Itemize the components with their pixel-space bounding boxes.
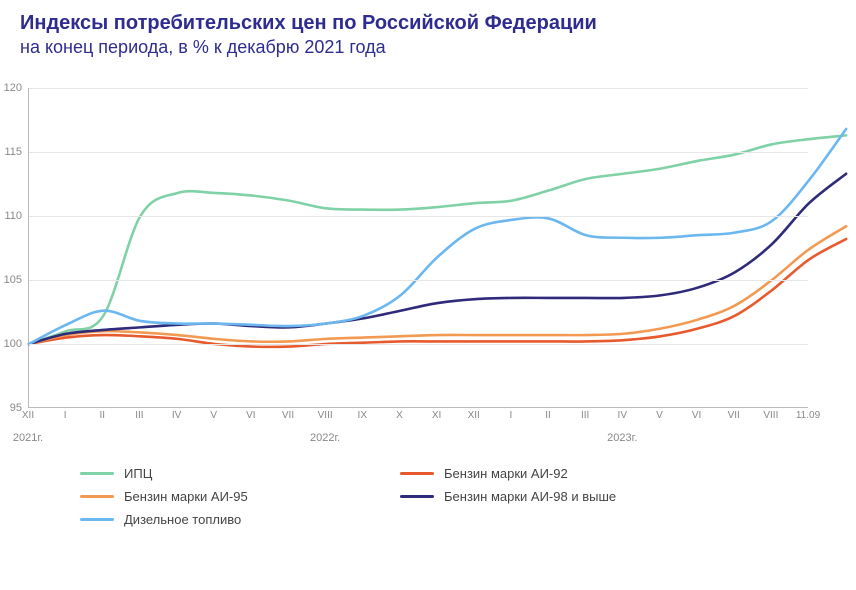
legend-swatch — [80, 495, 114, 498]
legend-item: ИПЦ — [80, 466, 340, 481]
legend-label: ИПЦ — [124, 466, 152, 481]
chart-container: 95100105110115120 XIIIIIIIIIVVVIVIIVIIII… — [28, 88, 828, 450]
legend-item: Бензин марки АИ-98 и выше — [400, 489, 660, 504]
x-tick-label: XII — [468, 410, 480, 421]
y-axis-labels: 95100105110115120 — [0, 88, 28, 408]
x-tick-label: V — [656, 410, 663, 421]
x-tick-label: V — [210, 410, 217, 421]
year-label: 2022г. — [310, 432, 340, 444]
legend-label: Дизельное топливо — [124, 512, 241, 527]
x-tick-label: XI — [432, 410, 441, 421]
chart-title: Индексы потребительских цен по Российско… — [20, 12, 836, 35]
year-labels: 2021г.2022г.2023г. — [28, 432, 808, 450]
x-tick-label: X — [396, 410, 403, 421]
x-tick-label: I — [64, 410, 67, 421]
gridline — [29, 152, 808, 153]
legend-swatch — [400, 495, 434, 498]
legend-swatch — [80, 518, 114, 521]
gridline — [29, 216, 808, 217]
plot-area — [28, 88, 808, 408]
y-tick-label: 115 — [4, 146, 22, 158]
x-tick-label: VI — [246, 410, 255, 421]
x-tick-label: VII — [728, 410, 740, 421]
legend-swatch — [400, 472, 434, 475]
x-tick-label: IV — [172, 410, 181, 421]
x-tick-label: III — [581, 410, 589, 421]
legend-label: Бензин марки АИ-92 — [444, 466, 568, 481]
y-tick-label: 120 — [4, 82, 22, 94]
series-line — [29, 135, 846, 344]
chart-subtitle: на конец периода, в % к декабрю 2021 год… — [20, 37, 836, 58]
x-tick-label: III — [135, 410, 143, 421]
x-tick-label: 11.09 — [796, 410, 820, 421]
x-tick-label: VIII — [763, 410, 778, 421]
legend-item: Дизельное топливо — [80, 512, 340, 527]
legend-item: Бензин марки АИ-92 — [400, 466, 660, 481]
series-line — [29, 174, 846, 344]
x-tick-label: XII — [22, 410, 34, 421]
x-tick-label: VI — [692, 410, 701, 421]
lines-svg — [29, 88, 809, 408]
year-label: 2021г. — [13, 432, 43, 444]
y-tick-label: 100 — [4, 338, 22, 350]
x-tick-label: VII — [282, 410, 294, 421]
gridline — [29, 88, 808, 89]
legend-item: Бензин марки АИ-95 — [80, 489, 340, 504]
gridline — [29, 280, 808, 281]
legend-swatch — [80, 472, 114, 475]
y-tick-label: 95 — [10, 402, 22, 414]
year-label: 2023г. — [607, 432, 637, 444]
x-axis-labels: XIIIIIIIIIVVVIVIIVIIIIXXXIXIIIIIIIIIVVVI… — [28, 410, 808, 428]
x-tick-label: II — [545, 410, 551, 421]
y-tick-label: 105 — [4, 274, 22, 286]
legend-label: Бензин марки АИ-98 и выше — [444, 489, 616, 504]
y-tick-label: 110 — [4, 210, 22, 222]
x-tick-label: IV — [618, 410, 627, 421]
x-tick-label: I — [509, 410, 512, 421]
legend: ИПЦ Бензин марки АИ-92 Бензин марки АИ-95 Б… — [80, 466, 856, 527]
gridline — [29, 344, 808, 345]
x-tick-label: IX — [358, 410, 367, 421]
legend-label: Бензин марки АИ-95 — [124, 489, 248, 504]
x-tick-label: VIII — [318, 410, 333, 421]
x-tick-label: II — [100, 410, 106, 421]
